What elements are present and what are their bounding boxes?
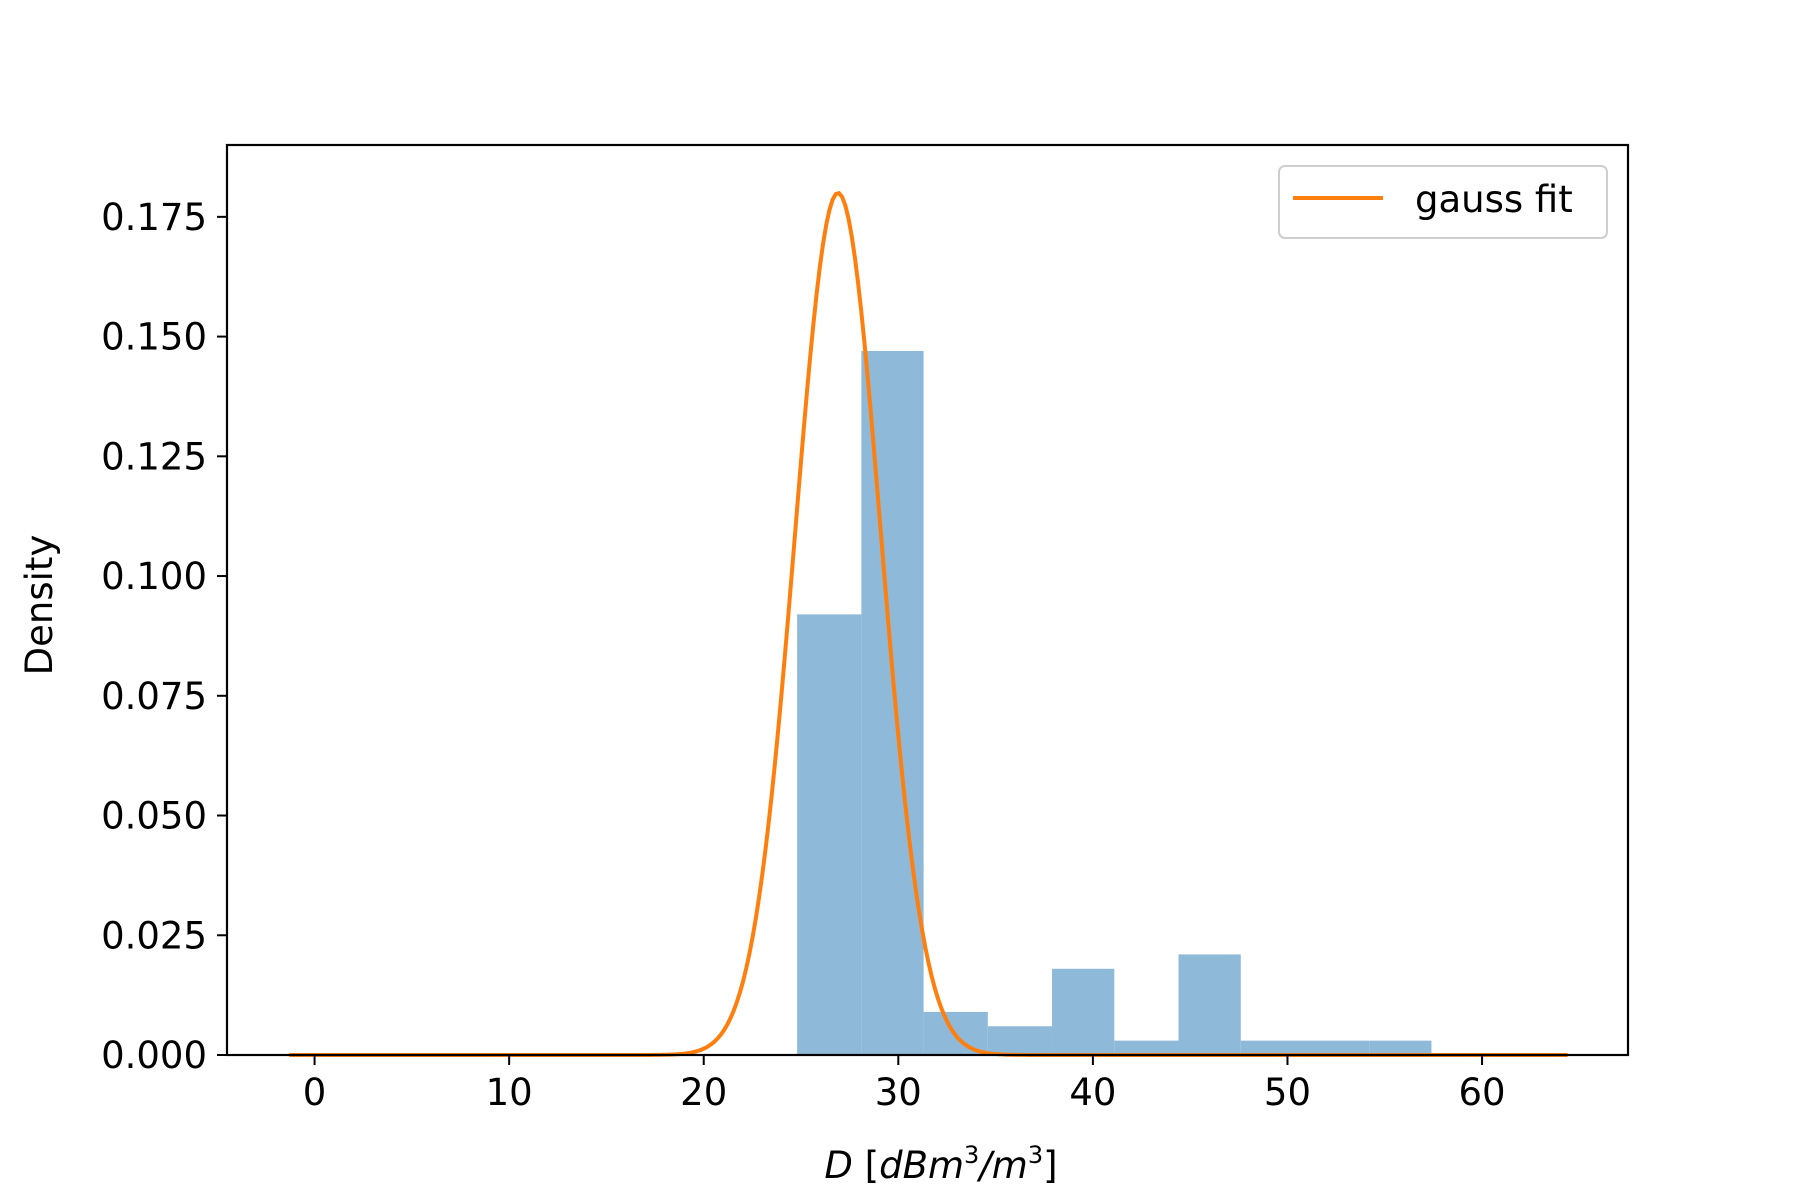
legend: gauss fit [1278, 165, 1608, 239]
y-tick-label-0: 0.000 [101, 1034, 207, 1077]
x-tick-label-5: 50 [1264, 1071, 1311, 1114]
histogram-bar-9 [1369, 1040, 1432, 1055]
histogram-bar-3 [987, 1026, 1053, 1055]
histogram-bar-5 [1114, 1040, 1179, 1055]
histogram-bar-6 [1178, 954, 1241, 1055]
histogram-bar-4 [1052, 968, 1115, 1055]
y-tick-label-6: 0.150 [101, 316, 207, 359]
x-axis-ticks: 0 10 20 30 40 50 60 [303, 1055, 1506, 1114]
y-tick-label-2: 0.050 [101, 795, 207, 838]
x-tick-label-0: 0 [303, 1071, 327, 1114]
histogram-bar-0 [797, 614, 862, 1055]
y-tick-label-5: 0.125 [101, 435, 207, 478]
histogram-bars [797, 350, 1432, 1055]
y-tick-label-4: 0.100 [101, 555, 207, 598]
x-axis-label-exp2: 3 [1028, 1141, 1043, 1169]
axes-frame [225, 143, 1630, 1057]
y-tick-label-7: 0.175 [101, 196, 207, 239]
x-tick-label-2: 20 [680, 1071, 727, 1114]
x-axis-label-close: ] [1043, 1144, 1057, 1187]
x-tick-label-3: 30 [875, 1071, 922, 1114]
x-tick-label-4: 40 [1069, 1071, 1116, 1114]
x-axis-label-sep: /m [976, 1144, 1028, 1187]
histogram-bar-8 [1304, 1040, 1370, 1055]
x-axis-label-open: [ [853, 1144, 879, 1187]
x-axis-label-variable: D [824, 1144, 853, 1187]
histogram-bar-7 [1240, 1040, 1305, 1055]
y-axis-ticks: 0.000 0.025 0.050 0.075 0.100 0.125 0.150 0.175 [101, 196, 227, 1077]
x-axis-label-unit: dBm [879, 1144, 964, 1187]
legend-box [1278, 165, 1608, 239]
x-axis-label: D [dBm3/m3] [824, 1141, 1057, 1187]
y-tick-label-1: 0.025 [101, 914, 207, 957]
x-tick-label-1: 10 [486, 1071, 533, 1114]
legend-label-gauss-fit: gauss fit [1415, 178, 1573, 221]
x-tick-label-6: 60 [1459, 1071, 1506, 1114]
histogram-bar-1 [861, 350, 924, 1055]
y-tick-label-3: 0.075 [101, 675, 207, 718]
y-axis-label: Density [18, 535, 61, 676]
x-axis-label-exp1: 3 [964, 1141, 979, 1169]
